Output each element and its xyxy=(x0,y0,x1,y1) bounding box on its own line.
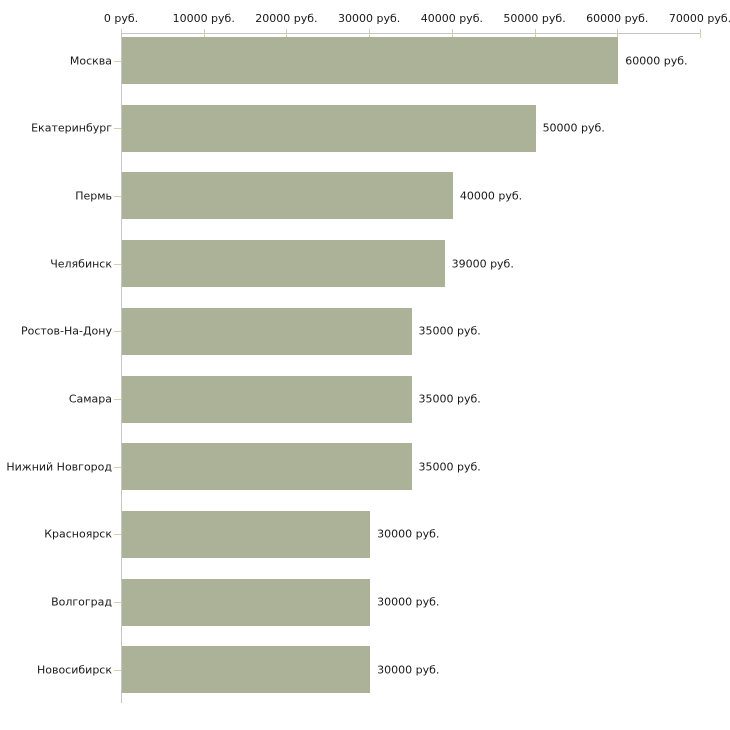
category-label: Москва xyxy=(69,54,112,67)
value-label: 39000 руб. xyxy=(451,257,514,271)
bar xyxy=(122,307,412,355)
category-label: Нижний Новгород xyxy=(6,460,112,474)
bar-row: Москва 60000 руб. xyxy=(0,37,730,84)
category-label: Самара xyxy=(68,392,112,406)
value-label: 30000 руб. xyxy=(377,595,440,609)
bar xyxy=(122,578,371,626)
bar xyxy=(122,104,536,152)
value-label: 30000 руб. xyxy=(377,663,440,677)
x-axis-line xyxy=(121,33,701,34)
value-label: 60000 руб. xyxy=(625,54,688,67)
y-axis-tick xyxy=(114,263,121,265)
y-axis-tick xyxy=(114,669,121,671)
value-label: 30000 руб. xyxy=(377,527,440,541)
y-axis-tick xyxy=(114,399,121,400)
category-label: Новосибирск xyxy=(36,663,112,677)
x-axis-tick-label: 20000 руб. xyxy=(255,12,318,25)
bar xyxy=(122,375,412,423)
y-axis-line xyxy=(121,33,122,703)
value-label: 35000 руб. xyxy=(418,460,481,474)
bar-row: Новосибирск 30000 руб. xyxy=(0,646,730,694)
bar xyxy=(122,443,412,491)
bar-row: Ростов-На-Дону 35000 руб. xyxy=(0,307,730,355)
x-axis-tick xyxy=(451,29,453,38)
x-axis-tick-label: 40000 руб. xyxy=(420,12,483,25)
value-label: 50000 руб. xyxy=(542,121,605,135)
x-axis-tick xyxy=(203,29,205,38)
x-axis-tick-label: 60000 руб. xyxy=(586,12,649,25)
value-label: 40000 руб. xyxy=(459,189,523,203)
category-label: Красноярск xyxy=(44,527,112,541)
category-label: Ростов-На-Дону xyxy=(20,324,112,338)
category-label: Пермь xyxy=(75,189,112,203)
bar-row: Волгоград 30000 руб. xyxy=(0,578,730,626)
category-label: Екатеринбург xyxy=(31,121,112,135)
bar-row: Красноярск 30000 руб. xyxy=(0,510,730,558)
x-axis-tick-label: 10000 руб. xyxy=(172,12,235,25)
bar-row: Челябинск 39000 руб. xyxy=(0,240,730,288)
x-axis-tick-label: 50000 руб. xyxy=(503,12,566,25)
category-label: Челябинск xyxy=(50,257,112,271)
bar-row: Нижний Новгород 35000 руб. xyxy=(0,443,730,491)
x-axis-tick xyxy=(700,29,701,38)
value-label: 35000 руб. xyxy=(418,324,481,338)
x-axis-tick xyxy=(369,29,371,38)
y-axis-tick xyxy=(114,466,121,468)
x-axis-tick-label: 0 руб. xyxy=(103,12,139,25)
bar-row: Самара 35000 руб. xyxy=(0,375,730,423)
value-label: 35000 руб. xyxy=(418,392,481,406)
y-axis-tick xyxy=(114,195,121,197)
bar-row: Екатеринбург 50000 руб. xyxy=(0,104,730,152)
category-label: Волгоград xyxy=(51,595,112,609)
y-axis-tick xyxy=(114,602,121,604)
bar xyxy=(122,172,453,220)
x-axis-tick xyxy=(617,29,619,38)
y-axis-tick xyxy=(114,128,121,130)
y-axis-tick xyxy=(114,331,121,333)
x-axis-tick-label: 30000 руб. xyxy=(338,12,401,25)
x-axis-tick xyxy=(534,29,536,38)
y-axis-tick xyxy=(114,534,121,536)
x-axis-tick xyxy=(286,29,288,38)
bar xyxy=(122,510,371,558)
y-axis-tick xyxy=(114,60,121,62)
bar-row: Пермь 40000 руб. xyxy=(0,172,730,220)
bar xyxy=(122,240,445,288)
bar xyxy=(122,37,619,84)
bar xyxy=(122,646,371,694)
x-axis-tick-label: 70000 руб. xyxy=(668,12,730,25)
